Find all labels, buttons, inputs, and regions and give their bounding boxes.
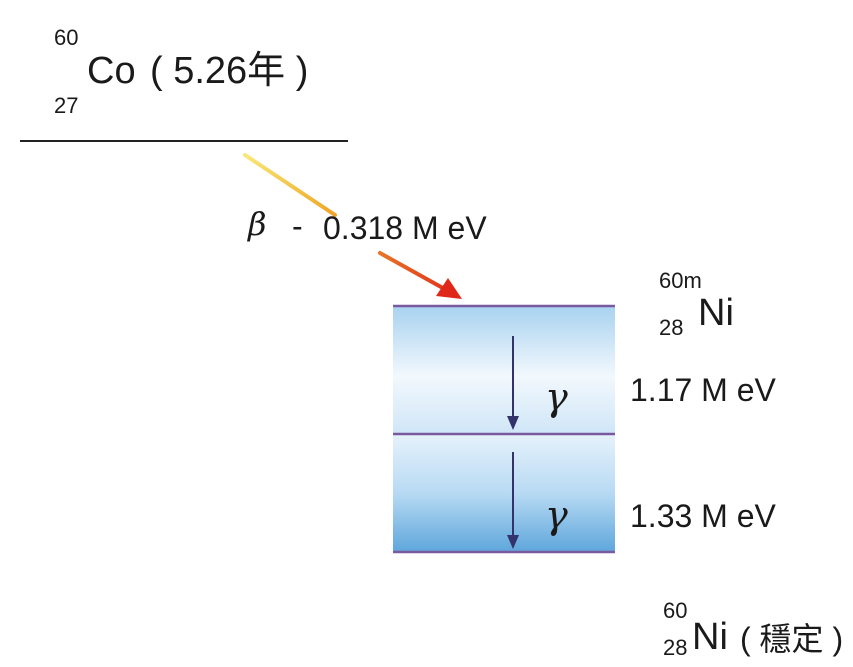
gamma-2-energy: 1.33 M eV: [630, 498, 776, 534]
stable-symbol: Ni: [692, 616, 728, 658]
beta-arrow-head: [436, 278, 462, 299]
gamma-arrow-2-head: [507, 535, 519, 549]
beta-sign: -: [292, 208, 303, 244]
stable-mass-number: 60: [663, 598, 688, 623]
beta-energy: 0.318 M eV: [323, 210, 487, 246]
stable-atomic-number: 28: [663, 635, 688, 660]
gamma-arrow-1-head: [507, 416, 519, 430]
beta-symbol: β: [248, 205, 267, 243]
excited-mass-number: 60m: [659, 268, 702, 293]
excited-symbol: Ni: [698, 292, 734, 334]
gamma-1-symbol: γ: [545, 375, 568, 419]
gamma-1-energy: 1.17 M eV: [630, 372, 776, 408]
gamma-band-upper: [393, 306, 615, 434]
gamma-2-symbol: γ: [545, 493, 568, 537]
stable-note: ( 穩定 ): [740, 621, 844, 657]
beta-arrow-lower: [378, 251, 452, 294]
parent-symbol: Co: [87, 50, 136, 92]
beta-arrow-upper: [243, 153, 337, 217]
parent-half-life: ( 5.26年 ): [150, 50, 309, 92]
parent-mass-number: 60: [54, 25, 79, 50]
gamma-band-lower: [393, 434, 615, 552]
parent-atomic-number: 27: [54, 93, 79, 118]
excited-atomic-number: 28: [659, 315, 684, 340]
